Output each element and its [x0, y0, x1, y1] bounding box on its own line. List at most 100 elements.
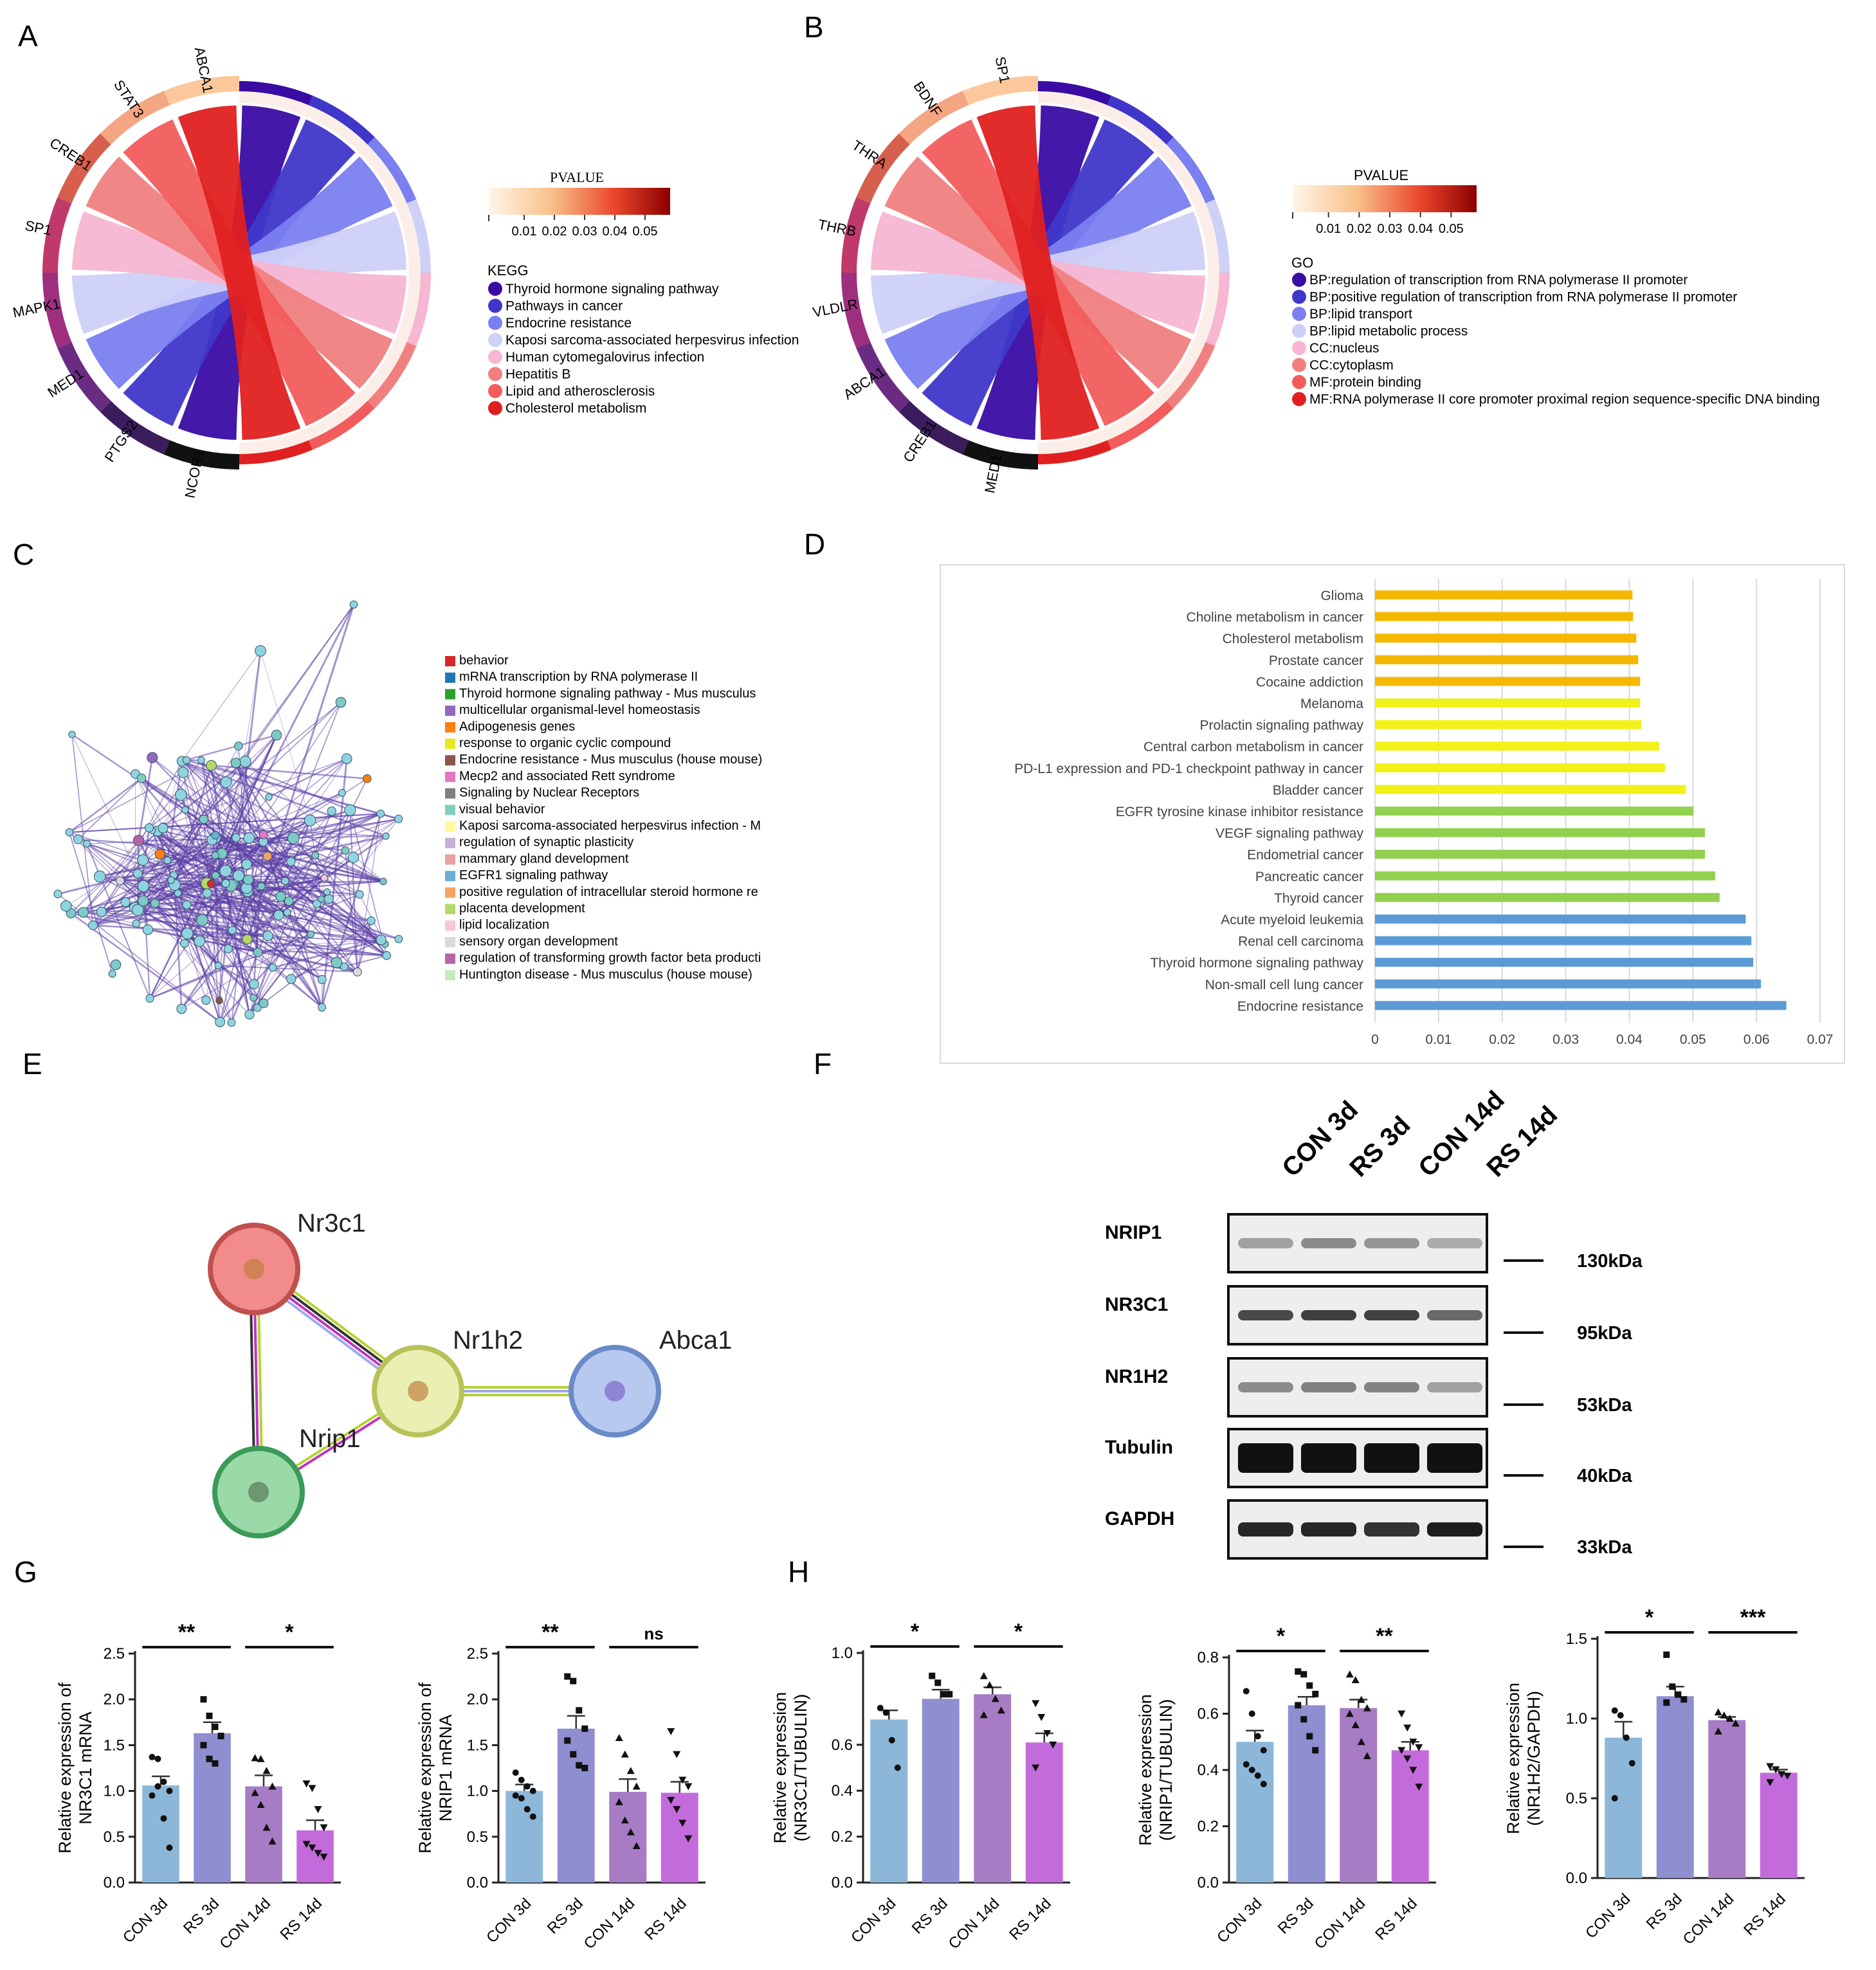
- network-edge: [248, 812, 381, 881]
- legend-label: mammary gland development: [459, 852, 629, 866]
- data-point: [1254, 1772, 1261, 1779]
- term-arc-inner: [396, 203, 421, 273]
- term-arc-inner: [304, 392, 368, 441]
- network-edge: [181, 760, 387, 837]
- colorbar-tick-label: 0.02: [1347, 222, 1372, 236]
- gene-arc: [42, 197, 72, 273]
- network-node: [211, 831, 220, 840]
- network-edge: [135, 774, 259, 1008]
- network-edge: [93, 877, 325, 927]
- legend-label: Endocrine resistance - Mus musculus (hou…: [459, 752, 762, 767]
- x-tick-label: RS 14d: [641, 1895, 690, 1944]
- x-tick-label: RS 14d: [1740, 1890, 1789, 1939]
- legend-swatch: [445, 738, 455, 749]
- data-point: [308, 1785, 316, 1792]
- network-edge: [82, 830, 158, 913]
- network-node: [379, 877, 387, 886]
- gene-label: SP1: [24, 217, 53, 239]
- legend-swatch: [445, 920, 455, 931]
- data-point: [678, 1776, 687, 1784]
- significance-label: **: [1376, 1624, 1393, 1648]
- gene-arc: [841, 197, 871, 273]
- data-point: [320, 1824, 328, 1832]
- data-point: [615, 1798, 623, 1805]
- network-edge: [201, 760, 259, 953]
- bar: [1375, 785, 1686, 794]
- data-point: [1032, 1700, 1040, 1708]
- network-edge: [149, 762, 237, 828]
- network-node: [273, 909, 284, 920]
- legend-swatch: [445, 936, 455, 947]
- y-axis-title-line: NR3C1 mRNA: [76, 1711, 95, 1825]
- network-edge: [93, 924, 268, 937]
- protein-band: [1238, 1382, 1293, 1392]
- data-point: [1312, 1747, 1319, 1754]
- bar: [1760, 1773, 1798, 1878]
- category-label: Endometrial cancer: [1247, 848, 1363, 862]
- y-axis-title-line: Relative expression of: [415, 1683, 435, 1854]
- term-arc-outer: [1038, 440, 1112, 464]
- data-point: [564, 1673, 571, 1680]
- chord-ribbon: [178, 105, 301, 440]
- network-node: [320, 874, 329, 882]
- network-edge: [215, 854, 384, 882]
- colorbar-tick-label: 0.01: [1316, 222, 1341, 236]
- network-node: [154, 849, 165, 860]
- panel-letter-f: F: [814, 1047, 832, 1081]
- legend-label: Signaling by Nuclear Receptors: [459, 786, 639, 800]
- data-point: [626, 1767, 635, 1774]
- network-node: [137, 880, 150, 892]
- protein-structure-icon: [605, 1381, 625, 1401]
- network-node: [215, 1016, 226, 1027]
- network-node: [214, 962, 223, 970]
- data-point: [166, 1844, 173, 1851]
- legend-swatch: [445, 805, 455, 816]
- network-node: [227, 1018, 236, 1027]
- network-node: [176, 1003, 187, 1014]
- network-legend-c: behavior mRNA transcription by RNA polyme…: [445, 653, 762, 981]
- x-tick-label: CON 14d: [945, 1895, 1003, 1953]
- y-tick-label: 1.0: [832, 1645, 853, 1662]
- network-edge: [163, 826, 327, 893]
- gene-arc: [163, 76, 239, 105]
- network-edge: [219, 871, 226, 1001]
- protein-band: [1238, 1238, 1293, 1248]
- size-label: 40kDa: [1577, 1466, 1632, 1486]
- network-edge: [215, 836, 384, 882]
- bar-chart-d: 0 0.01 0.02 0.03 0.04 0.05 0.06 0.07 Glioma Choli…: [1014, 579, 1833, 1047]
- network-edge: [211, 880, 383, 885]
- network-node: [53, 889, 62, 898]
- network-edge: [219, 837, 295, 1023]
- data-point: [684, 1783, 693, 1791]
- network-node: [182, 756, 191, 765]
- legend-label: Cholesterol metabolism: [505, 401, 646, 416]
- gene-arc: [856, 133, 910, 204]
- network-node: [147, 752, 158, 763]
- y-axis-title: Relative expression ofNR3C1 mRNA: [55, 1683, 95, 1854]
- data-point: [1248, 1767, 1255, 1773]
- colorbar-tick-label: 0.02: [542, 224, 567, 239]
- data-point: [154, 1755, 161, 1762]
- term-arc-outer: [367, 342, 417, 408]
- data-point: [1398, 1710, 1406, 1718]
- data-point: [1295, 1668, 1302, 1675]
- panel-letter-g: G: [14, 1555, 37, 1589]
- bar: [1375, 871, 1715, 880]
- legend-swatch: [488, 401, 502, 415]
- network-node: [283, 908, 291, 917]
- data-point: [888, 1737, 895, 1744]
- network-edge: [186, 759, 399, 820]
- network-node: [181, 927, 194, 940]
- network-node: [304, 814, 316, 826]
- network-node: [323, 894, 334, 904]
- data-point: [1306, 1733, 1313, 1740]
- network-node: [137, 854, 149, 866]
- legend-label: MF:protein binding: [1309, 375, 1421, 390]
- protein-band: [1364, 1238, 1419, 1248]
- gene-arc: [163, 440, 239, 470]
- x-tick-label: 0.04: [1616, 1032, 1643, 1047]
- bar: [1375, 850, 1706, 859]
- network-edge: [349, 810, 358, 972]
- term-arc-outer: [308, 95, 375, 145]
